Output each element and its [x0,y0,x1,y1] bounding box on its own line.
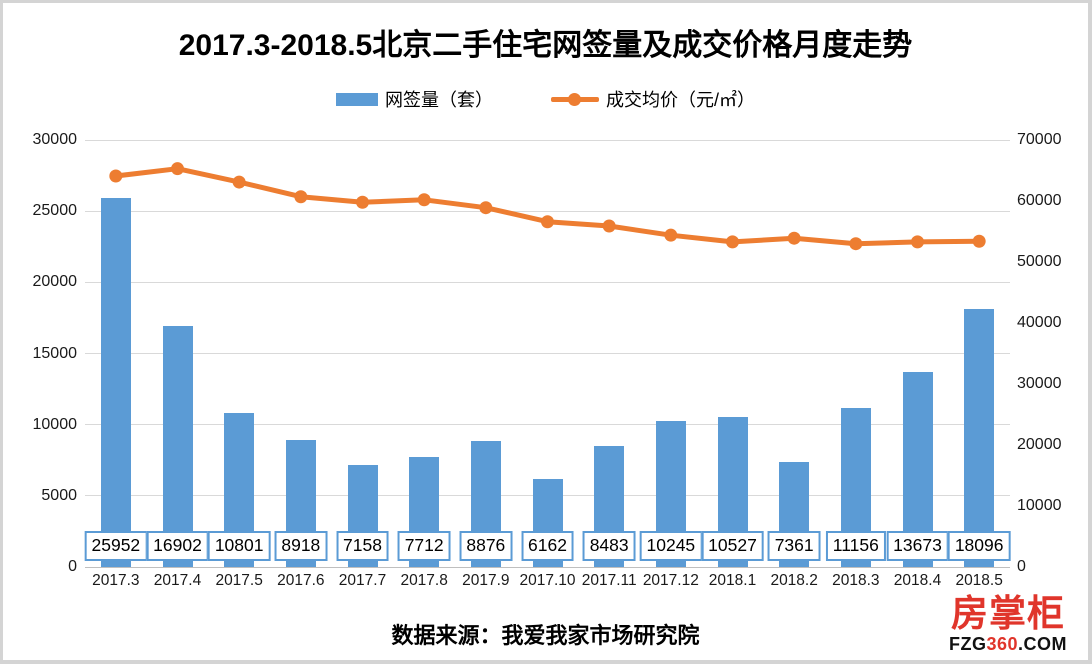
chart-title: 2017.3-2018.5北京二手住宅网签量及成交价格月度走势 [178,29,913,62]
left-axis-tick: 20000 [32,273,78,291]
x-axis-label: 2017.9 [462,572,510,589]
bar-value-label: 10527 [701,531,764,561]
bar-value-label: 6162 [521,531,574,561]
left-axis-tick: 5000 [41,486,77,504]
price-point-marker [849,237,863,251]
price-point-marker [602,219,616,233]
bar-value-label: 10245 [639,531,703,561]
left-axis-tick: 0 [68,558,77,575]
x-axis-label: 2017.4 [153,572,202,589]
gridline [85,424,1010,426]
legend-line-label: 成交均价（元/㎡） [605,90,755,110]
bar-value-label: 7361 [767,531,821,561]
x-axis-label: 2018.1 [708,572,757,589]
gridline [85,566,1010,568]
right-y-axis: 0 10000 20000 30000 40000 50000 60000 70000 [1017,131,1088,575]
legend-item-line: 成交均价（元/㎡） [550,86,755,112]
price-point-marker [972,234,986,248]
price-point-marker [664,228,678,242]
bar [100,197,131,567]
price-point-marker [417,193,431,207]
x-axis-label: 2017.11 [581,572,637,589]
right-axis-tick: 60000 [1017,192,1062,209]
right-axis-tick: 20000 [1017,436,1062,453]
line-swatch-icon [550,92,599,106]
x-axis-label: 2017.5 [215,572,263,589]
logo-name-text: 房掌柜 [951,593,1065,634]
bar-value-label: 8876 [459,531,513,561]
left-axis-tick: 25000 [32,202,78,220]
right-axis-tick: 0 [1017,558,1026,575]
bar-value-label: 25952 [84,531,148,561]
logo-site-text: FZG360.COM [948,634,1068,654]
x-axis-label: 2018.2 [770,572,818,589]
logo-site-360: 360 [986,634,1019,654]
x-axis-label: 2017.10 [519,572,576,589]
bar-swatch-icon [335,92,378,106]
x-axis-label: 2018.3 [832,572,880,589]
x-axis-label: 2017.7 [338,572,387,589]
price-line-path [115,166,980,247]
x-axis: 2017.3 2017.4 2017.5 2017.6 2017.7 2017.8 2017… [85,572,1010,594]
right-axis-tick: 50000 [1017,253,1062,270]
bar-value-label: 16902 [146,531,209,561]
legend: 网签量（套） 成交均价（元/㎡） [3,86,1088,112]
gridline [85,210,1010,212]
legend-item-bar: 网签量（套） [335,86,493,112]
bar-value-label: 7712 [397,531,451,561]
x-axis-label: 2017.8 [400,572,448,589]
right-axis-tick: 70000 [1017,131,1062,148]
price-point-marker [541,215,554,229]
price-point-marker [787,231,801,245]
right-axis-tick: 10000 [1017,497,1062,514]
price-point-marker [171,162,184,176]
bar [162,326,193,567]
bar-value-label: 7158 [336,531,389,561]
left-axis-tick: 10000 [32,415,78,433]
gridline [85,353,1010,354]
bar-value-label: 13673 [886,531,949,561]
bar-value-label: 10801 [207,531,271,561]
price-point-marker [356,195,369,209]
x-axis-label: 2018.4 [893,572,942,589]
bar-value-label: 8483 [582,531,636,561]
fzg360-logo: 房掌柜 FZG360.COM [932,595,1084,653]
data-source-note: 数据来源：我爱我家市场研究院 [391,623,700,648]
left-y-axis: 0 5000 10000 15000 20000 25000 30000 [3,131,78,575]
bar-value-label: 8918 [274,531,328,561]
price-point-marker [232,175,246,189]
legend-bar-label: 网签量（套） [384,90,493,110]
plot-area: 25952 16902 10801 8918 7158 7712 8876 6162 8483 1… [84,139,1011,568]
gridline [85,139,1010,141]
x-axis-label: 2017.12 [642,572,699,589]
left-axis-tick: 15000 [32,344,78,362]
price-point-marker [479,201,493,215]
price-line [109,162,986,251]
price-point-marker [294,190,308,204]
bar-value-label: 18096 [947,531,1011,561]
price-point-marker [109,169,123,183]
x-axis-label: 2017.3 [92,572,140,589]
bar [964,309,995,567]
right-axis-tick: 30000 [1017,375,1062,392]
gridline [85,281,1010,283]
right-axis-tick: 40000 [1017,314,1062,331]
price-point-marker [726,235,739,249]
bar-value-label: 11156 [825,531,886,561]
x-axis-label: 2018.5 [955,572,1003,589]
price-point-marker [911,235,924,249]
left-axis-tick: 30000 [32,131,78,148]
x-axis-label: 2017.6 [277,572,325,589]
